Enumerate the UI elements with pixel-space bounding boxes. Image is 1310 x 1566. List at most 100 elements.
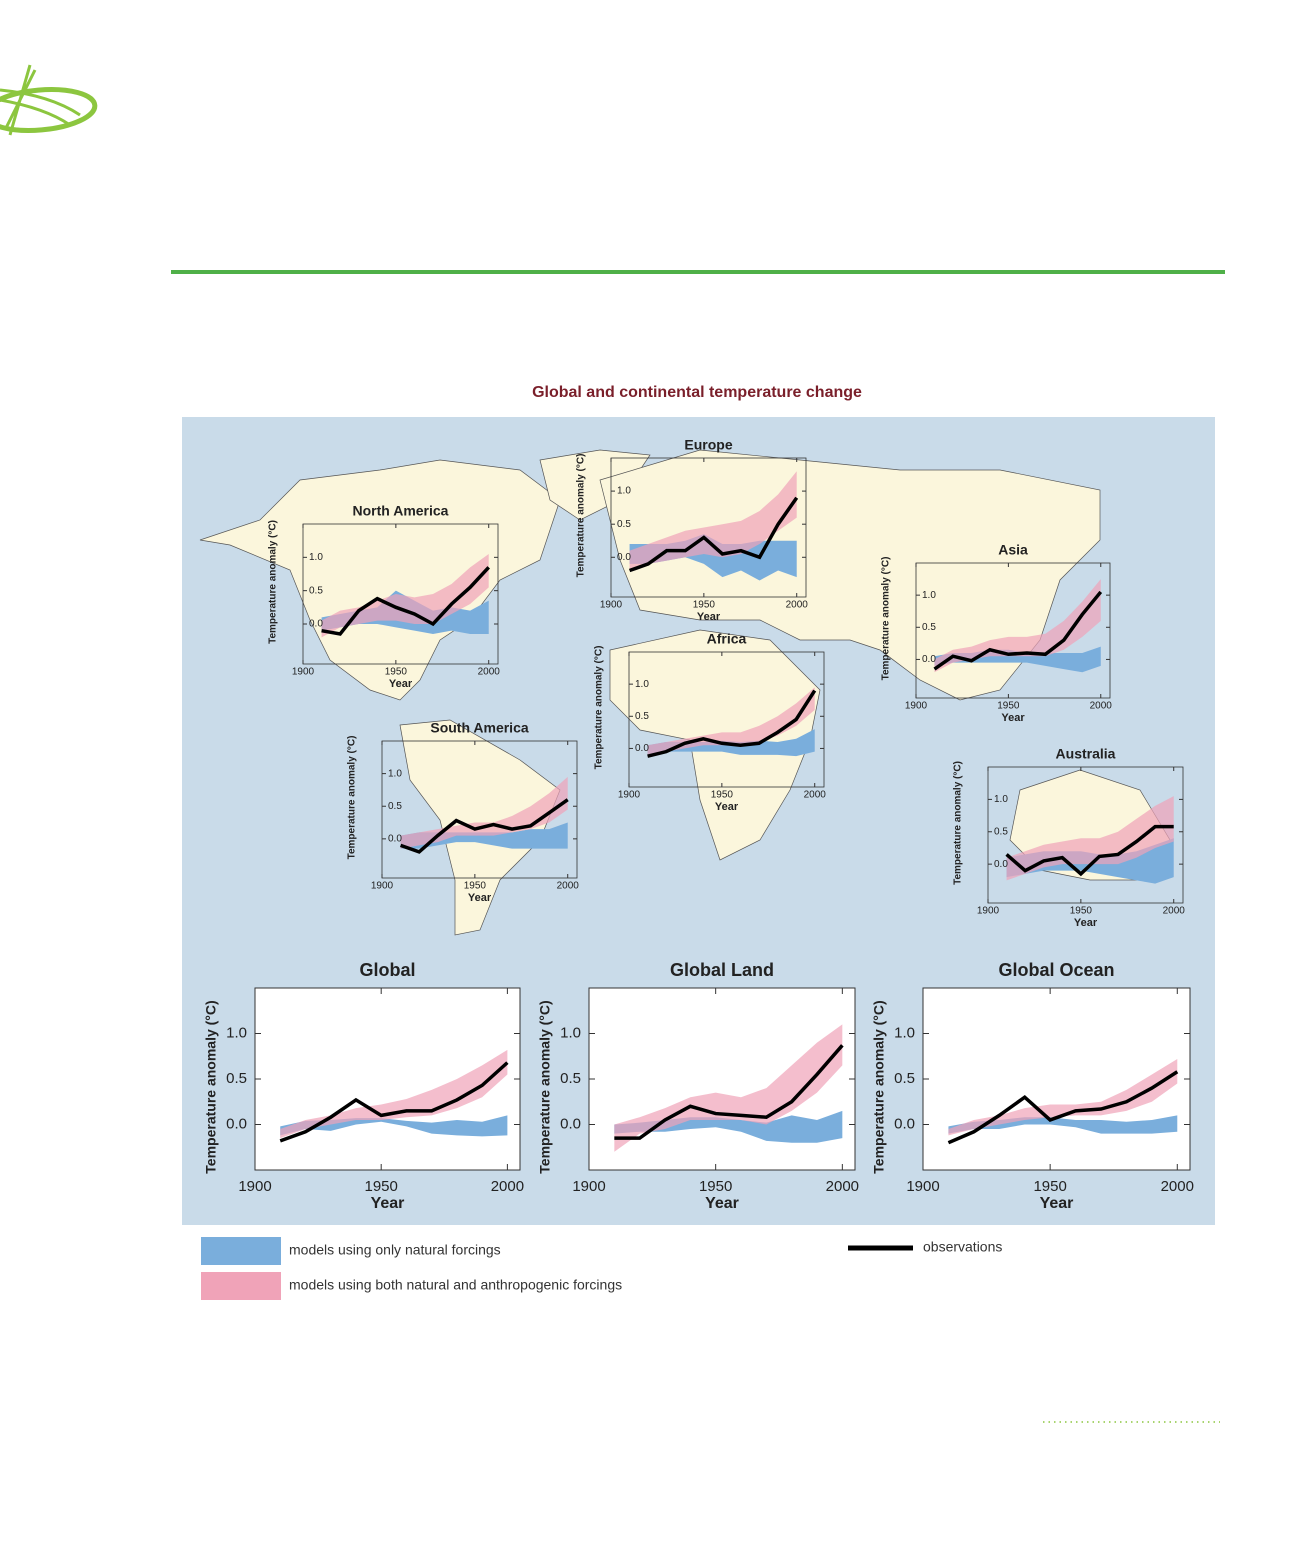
x-tick-label: 1900 [292, 667, 315, 678]
legend-label: models using both natural and anthropoge… [289, 1277, 622, 1293]
x-tick-label: 2000 [1161, 1178, 1194, 1195]
x-tick-label: 2000 [804, 790, 827, 801]
y-tick-label: 0.0 [894, 1115, 915, 1132]
eurasia [599, 449, 1101, 701]
chart-title: Global Land [670, 960, 774, 980]
figure-title: Global and continental temperature chang… [532, 384, 862, 401]
y-tick-label: 0.5 [226, 1070, 247, 1087]
logo [0, 64, 98, 136]
observation-line [279, 1061, 509, 1143]
legend-label: models using only natural forcings [289, 1242, 501, 1258]
charts: 0.0 0.5 1.0 1900 1950 2000 Year Temperature ano… [203, 437, 1194, 1213]
y-axis-label: Temperature anomaly (°C) [203, 1000, 219, 1173]
plot-frame [381, 740, 578, 879]
y-tick-label: 0.0 [617, 552, 631, 563]
x-tick-label: 1900 [600, 600, 623, 611]
x-tick-label: 2000 [478, 667, 501, 678]
legend: models using only natural forcings models… [201, 1237, 1002, 1300]
x-axis-label: Year [389, 678, 413, 690]
observation-line [1005, 824, 1174, 877]
x-tick-label: 1950 [699, 1178, 732, 1195]
chart-panel: 0.0 0.5 1.0 1900 1950 2000 Year Temperature ano… [347, 720, 580, 904]
x-tick-label: 1900 [238, 1178, 271, 1195]
chart-panel: 0.0 0.5 1.0 1900 1950 2000 Year Temperature ano… [871, 960, 1194, 1212]
x-tick-label: 2000 [826, 1178, 859, 1195]
plot-frame [987, 766, 1184, 904]
y-tick-label: 0.0 [226, 1115, 247, 1132]
observation-line [628, 496, 799, 573]
model-band [948, 1058, 1178, 1136]
y-axis-label: Temperature anomaly (°C) [871, 1000, 887, 1173]
x-tick-label: 1950 [711, 790, 734, 801]
y-tick-label: 0.5 [309, 585, 323, 596]
observation-line [321, 566, 490, 636]
x-axis-label: Year [715, 801, 739, 813]
chart-title: Africa [707, 631, 747, 647]
plot-frame [628, 651, 825, 788]
y-tick-label: 1.0 [894, 1024, 915, 1041]
y-tick-label: 0.0 [388, 833, 402, 844]
y-tick-label: 1.0 [994, 794, 1008, 805]
y-axis-label: Temperature anomaly (°C) [537, 1000, 553, 1173]
plot-frame [302, 523, 499, 665]
x-axis-label: Year [1074, 917, 1098, 929]
observation-line [647, 689, 817, 758]
y-tick-label: 0.5 [388, 801, 402, 812]
y-axis-label: Temperature anomaly (°C) [268, 520, 279, 644]
x-tick-label: 1950 [1070, 906, 1093, 917]
plot-frame [915, 562, 1111, 699]
x-tick-label: 2000 [1163, 906, 1186, 917]
y-tick-label: 1.0 [226, 1024, 247, 1041]
chart-title: Asia [998, 542, 1028, 558]
x-tick-label: 1950 [464, 881, 487, 892]
x-tick-label: 1900 [906, 1178, 939, 1195]
observation-line [947, 1070, 1179, 1145]
y-axis-label: Temperature anomaly (°C) [594, 646, 605, 770]
chart-panel: 0.0 0.5 1.0 1900 1950 2000 Year Temperature ano… [537, 960, 859, 1212]
y-tick-label: 1.0 [617, 486, 631, 497]
y-tick-label: 0.0 [560, 1115, 581, 1132]
x-tick-label: 1900 [618, 790, 641, 801]
y-tick-label: 0.5 [560, 1070, 581, 1087]
x-tick-label: 1950 [365, 1178, 398, 1195]
chart-title: Europe [684, 437, 732, 453]
plot-frame [610, 457, 807, 598]
x-tick-label: 1900 [905, 701, 928, 712]
x-tick-label: 1950 [997, 701, 1020, 712]
y-tick-label: 0.5 [994, 826, 1008, 837]
chart-title: Global [359, 960, 415, 980]
x-tick-label: 2000 [1090, 701, 1113, 712]
x-tick-label: 1900 [371, 881, 394, 892]
y-tick-label: 0.5 [617, 519, 631, 530]
legend-swatch [201, 1237, 281, 1265]
chart-title: North America [353, 503, 449, 519]
x-axis-label: Year [705, 1195, 739, 1212]
x-tick-label: 1950 [1033, 1178, 1066, 1195]
chart-panel: 0.0 0.5 1.0 1900 1950 2000 Year Temperature ano… [881, 542, 1113, 724]
logo-lines [0, 64, 81, 136]
y-tick-label: 1.0 [922, 590, 936, 601]
y-axis-label: Temperature anomaly (°C) [881, 557, 892, 681]
chart-title: Global Ocean [998, 960, 1114, 980]
model-band [647, 687, 815, 755]
y-tick-label: 0.5 [635, 711, 649, 722]
model-band [934, 579, 1101, 673]
x-axis-label: Year [697, 611, 721, 623]
x-tick-label: 1950 [385, 667, 408, 678]
observation-line [933, 590, 1103, 671]
y-tick-label: 1.0 [560, 1024, 581, 1041]
legend-label: observations [923, 1239, 1002, 1255]
x-tick-label: 2000 [491, 1178, 524, 1195]
x-axis-label: Year [1040, 1195, 1074, 1212]
chart-panel: 0.0 0.5 1.0 1900 1950 2000 Year Temperature ano… [953, 746, 1186, 929]
chart-title: South America [430, 720, 528, 736]
logo-swoosh [0, 87, 98, 133]
model-band [321, 554, 489, 638]
y-axis-label: Temperature anomaly (°C) [347, 736, 358, 860]
x-axis-label: Year [1001, 712, 1025, 724]
x-tick-label: 2000 [557, 881, 580, 892]
y-axis-label: Temperature anomaly (°C) [953, 761, 964, 885]
chart-title: Australia [1056, 746, 1116, 762]
